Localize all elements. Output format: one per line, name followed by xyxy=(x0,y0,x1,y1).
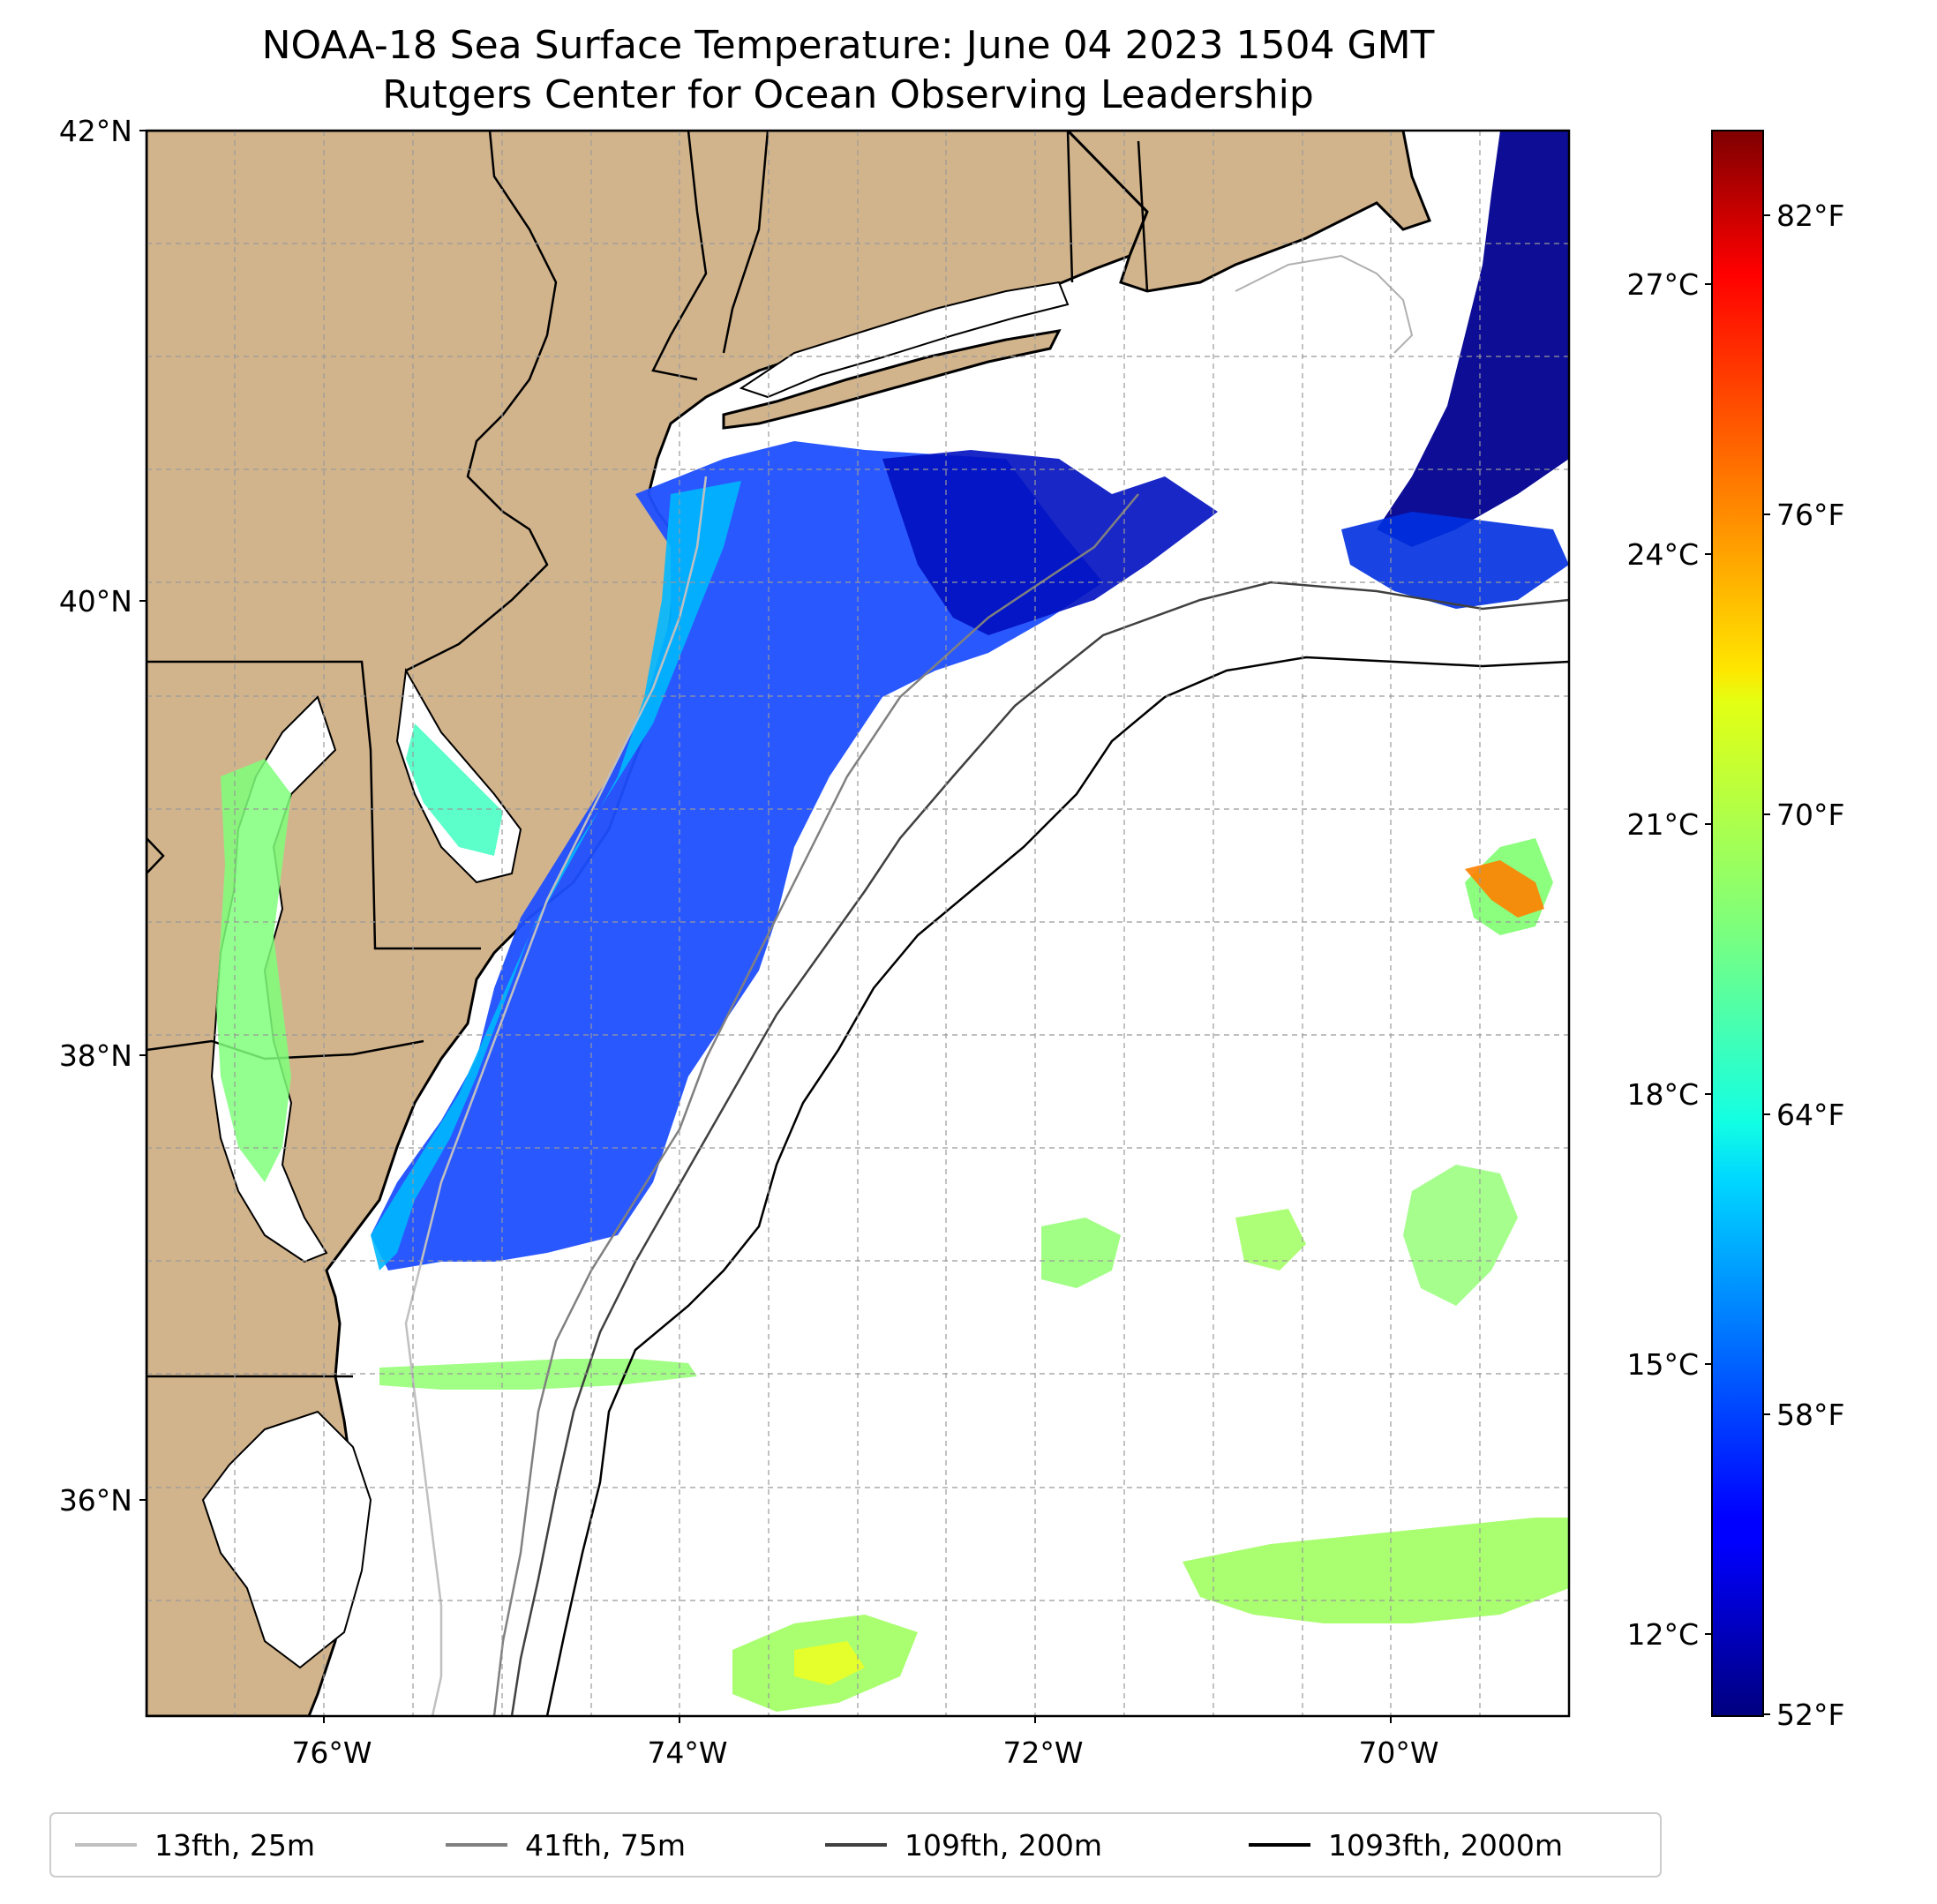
colorbar: 27°C 24°C 21°C 18°C 15°C 12°C 82°F 76°F … xyxy=(1626,130,1844,1732)
colorbar-celsius-label: 18°C xyxy=(1626,1077,1699,1112)
legend-item: 109fth, 200m xyxy=(825,1828,1102,1863)
long-island-sound xyxy=(739,281,1070,399)
cape-cod-shoals xyxy=(1235,254,1414,354)
legend-item: 41fth, 75m xyxy=(446,1828,686,1863)
lat-tick-label: 42°N xyxy=(59,114,132,148)
sst-deep-blue-offshore xyxy=(882,450,1218,635)
colorbar-celsius-label: 24°C xyxy=(1626,537,1699,572)
sst-warm-patch-ne xyxy=(1235,1209,1306,1271)
colorbar-celsius-label: 12°C xyxy=(1626,1617,1699,1652)
legend-item: 13fth, 25m xyxy=(75,1828,315,1863)
lon-tick-label: 76°W xyxy=(291,1735,372,1770)
sst-yellow-patch xyxy=(794,1641,865,1685)
legend-label: 41fth, 75m xyxy=(525,1828,686,1863)
lat-tick-label: 36°N xyxy=(59,1483,132,1518)
sst-cold-band xyxy=(371,441,1103,1271)
map-panel xyxy=(146,131,1569,1716)
legend-label: 13fth, 25m xyxy=(154,1828,315,1863)
title-line2: Rutgers Center for Ocean Observing Leade… xyxy=(382,72,1314,117)
legend-label: 109fth, 200m xyxy=(905,1828,1102,1863)
colorbar-fahrenheit-label: 70°F xyxy=(1776,798,1844,832)
title-line1: NOAA-18 Sea Surface Temperature: June 04… xyxy=(262,23,1435,68)
sst-warm-patch-south xyxy=(1182,1518,1569,1623)
colorbar-fahrenheit-label: 76°F xyxy=(1776,498,1844,532)
contour-200m xyxy=(510,581,1569,1716)
sst-data-layer xyxy=(216,131,1569,1712)
lat-tick-label: 38°N xyxy=(59,1038,132,1073)
sst-warm-streak-east xyxy=(1403,1165,1518,1306)
long-island xyxy=(722,329,1062,430)
sst-warm-patch-mid xyxy=(1041,1218,1121,1288)
colorbar-fahrenheit-label: 64°F xyxy=(1776,1098,1844,1132)
bathymetry-contours xyxy=(404,476,1569,1716)
colorbar-celsius-label: 15°C xyxy=(1626,1347,1699,1382)
lon-tick-label: 72°W xyxy=(1002,1735,1083,1770)
sst-orange-hotspot xyxy=(1465,860,1544,918)
state-borders xyxy=(146,131,1149,1378)
new-england-coast xyxy=(1065,131,1431,293)
map-frame xyxy=(145,129,1571,1718)
colorbar-gradient xyxy=(1711,130,1764,1717)
lat-tick-label: 40°N xyxy=(59,584,132,618)
contour-25m xyxy=(404,476,708,1716)
legend: 13fth, 25m 41fth, 75m 109fth, 200m 1093f… xyxy=(49,1812,1662,1878)
sst-deep-blue-gulfofmaine xyxy=(1377,131,1569,547)
gridlines xyxy=(146,131,1569,1716)
lon-tick-label: 70°W xyxy=(1358,1735,1438,1770)
colorbar-fahrenheit-label: 58°F xyxy=(1776,1398,1844,1432)
legend-item: 1093fth, 2000m xyxy=(1249,1828,1563,1863)
legend-label: 1093fth, 2000m xyxy=(1328,1828,1563,1863)
colorbar-fahrenheit-label: 52°F xyxy=(1776,1698,1844,1732)
sst-cyan-inshore xyxy=(371,481,741,1271)
lat-axis: 42°N 40°N 38°N 36°N xyxy=(59,114,146,1518)
pamlico-sound xyxy=(201,1410,372,1669)
lon-axis: 76°W 74°W 72°W 70°W xyxy=(291,1716,1439,1770)
lon-tick-label: 74°W xyxy=(647,1735,727,1770)
contour-2000m xyxy=(545,656,1569,1716)
colorbar-fahrenheit-label: 82°F xyxy=(1776,199,1844,233)
colorbar-celsius-label: 21°C xyxy=(1626,807,1699,842)
contour-75m xyxy=(492,493,1139,1716)
sst-delaware-bay-mix xyxy=(406,723,503,856)
sst-shelf-blue-east xyxy=(1341,512,1569,609)
colorbar-celsius-label: 27°C xyxy=(1626,267,1699,302)
